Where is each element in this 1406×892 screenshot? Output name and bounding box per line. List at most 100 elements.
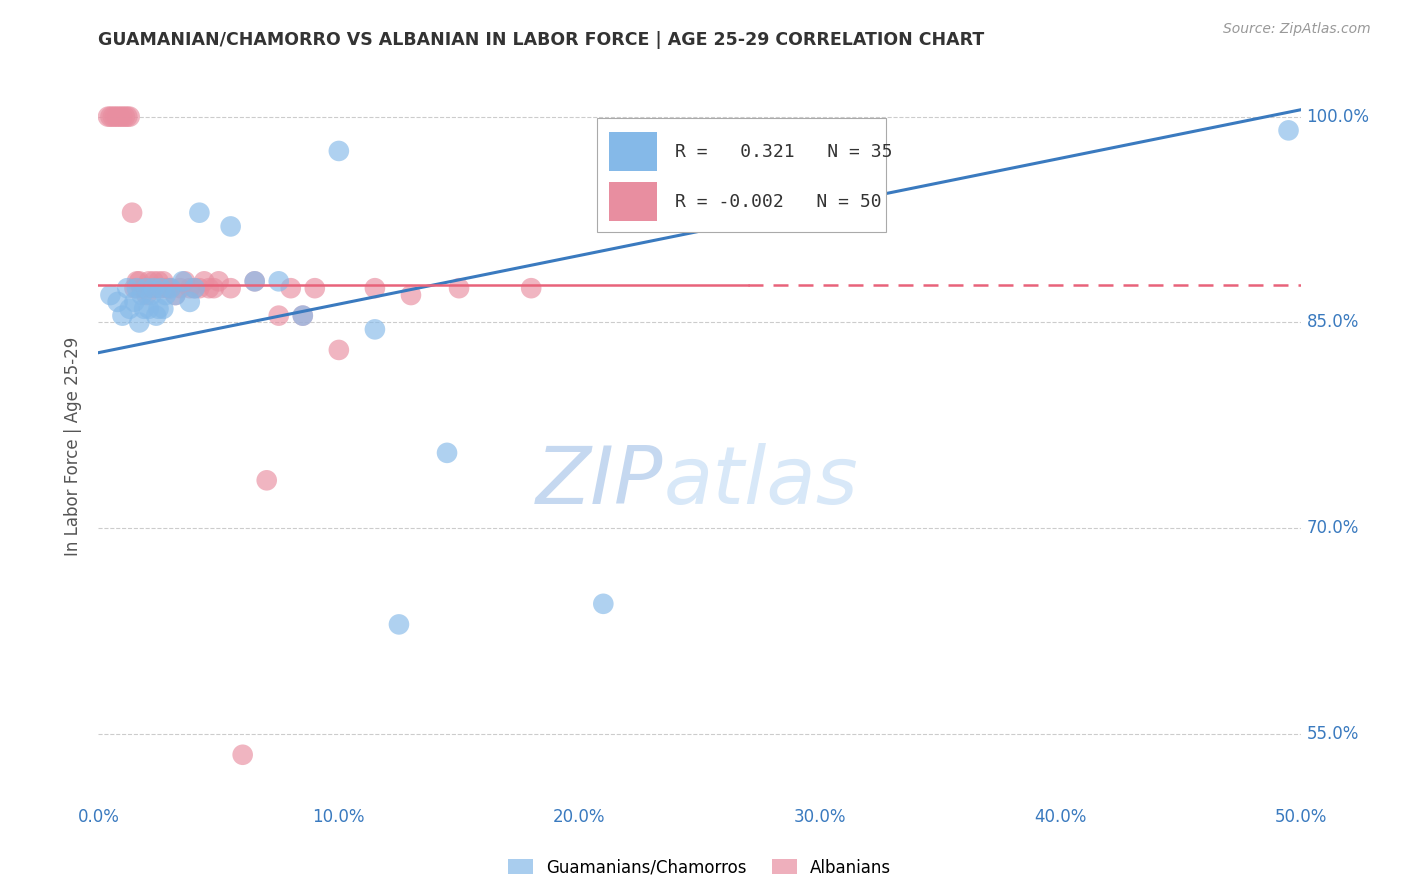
Point: [135, 288, 157, 302]
Text: ZIP: ZIP: [536, 442, 664, 521]
Point: [267, 309, 290, 323]
Text: atlas: atlas: [664, 442, 858, 521]
FancyBboxPatch shape: [609, 132, 658, 171]
Point: [131, 288, 153, 302]
Point: [124, 294, 146, 309]
Point: [149, 281, 172, 295]
Point: [107, 294, 129, 309]
Point: [183, 281, 205, 295]
Point: [291, 309, 314, 323]
Point: [145, 281, 167, 295]
Point: [142, 274, 165, 288]
Point: [108, 110, 131, 124]
Point: [169, 281, 191, 295]
Point: [256, 473, 278, 487]
Point: [138, 301, 160, 316]
Point: [128, 316, 150, 330]
Legend: Guamanians/Chamorros, Albanians: Guamanians/Chamorros, Albanians: [508, 858, 891, 877]
Point: [100, 288, 122, 302]
Point: [138, 274, 160, 288]
Point: [243, 274, 266, 288]
Point: [219, 281, 242, 295]
Point: [219, 219, 242, 234]
Point: [141, 281, 163, 295]
Point: [131, 281, 153, 295]
Point: [100, 110, 122, 124]
Point: [132, 301, 155, 316]
Point: [208, 274, 231, 288]
Point: [148, 274, 170, 288]
Point: [304, 281, 326, 295]
Text: 55.0%: 55.0%: [1306, 725, 1360, 743]
Point: [97, 110, 120, 124]
Point: [172, 274, 194, 288]
Text: 100.0%: 100.0%: [1306, 108, 1369, 126]
Point: [267, 274, 290, 288]
Point: [107, 110, 129, 124]
Point: [388, 617, 411, 632]
Point: [179, 294, 201, 309]
Point: [592, 597, 614, 611]
Point: [149, 281, 172, 295]
Point: [142, 281, 165, 295]
Point: [114, 110, 136, 124]
Text: 85.0%: 85.0%: [1306, 313, 1360, 332]
Point: [125, 281, 148, 295]
Point: [118, 110, 141, 124]
Point: [152, 274, 174, 288]
Point: [141, 288, 163, 302]
Text: R =   0.321   N = 35: R = 0.321 N = 35: [675, 143, 893, 161]
Point: [165, 288, 187, 302]
Point: [174, 274, 197, 288]
FancyBboxPatch shape: [609, 182, 658, 221]
Point: [202, 281, 225, 295]
Point: [111, 309, 134, 323]
Point: [155, 288, 177, 302]
Point: [159, 281, 181, 295]
Point: [188, 281, 211, 295]
Point: [152, 301, 174, 316]
Point: [132, 281, 155, 295]
Point: [280, 281, 302, 295]
Point: [159, 281, 181, 295]
Point: [243, 274, 266, 288]
Point: [232, 747, 254, 762]
Point: [399, 288, 422, 302]
Y-axis label: In Labor Force | Age 25-29: In Labor Force | Age 25-29: [65, 336, 83, 556]
Point: [111, 110, 134, 124]
Point: [520, 281, 543, 295]
Point: [157, 281, 180, 295]
Point: [148, 301, 170, 316]
Point: [328, 144, 350, 158]
Point: [165, 288, 187, 302]
Point: [291, 309, 314, 323]
Point: [447, 281, 470, 295]
Point: [188, 205, 211, 219]
Text: 70.0%: 70.0%: [1306, 519, 1360, 537]
Point: [124, 281, 146, 295]
Point: [145, 309, 167, 323]
Text: Source: ZipAtlas.com: Source: ZipAtlas.com: [1223, 22, 1371, 37]
Point: [1277, 123, 1299, 137]
Point: [128, 274, 150, 288]
Point: [117, 281, 139, 295]
Point: [436, 446, 458, 460]
Point: [117, 110, 139, 124]
Text: R = -0.002   N = 50: R = -0.002 N = 50: [675, 193, 882, 211]
Point: [121, 205, 143, 219]
Point: [364, 281, 387, 295]
Point: [101, 110, 124, 124]
Point: [104, 110, 127, 124]
Point: [183, 281, 205, 295]
Point: [179, 281, 201, 295]
Point: [155, 281, 177, 295]
Point: [193, 274, 215, 288]
Point: [135, 281, 157, 295]
FancyBboxPatch shape: [598, 118, 886, 232]
Point: [328, 343, 350, 357]
Point: [125, 274, 148, 288]
Point: [118, 301, 141, 316]
Text: GUAMANIAN/CHAMORRO VS ALBANIAN IN LABOR FORCE | AGE 25-29 CORRELATION CHART: GUAMANIAN/CHAMORRO VS ALBANIAN IN LABOR …: [98, 31, 984, 49]
Point: [198, 281, 221, 295]
Point: [364, 322, 387, 336]
